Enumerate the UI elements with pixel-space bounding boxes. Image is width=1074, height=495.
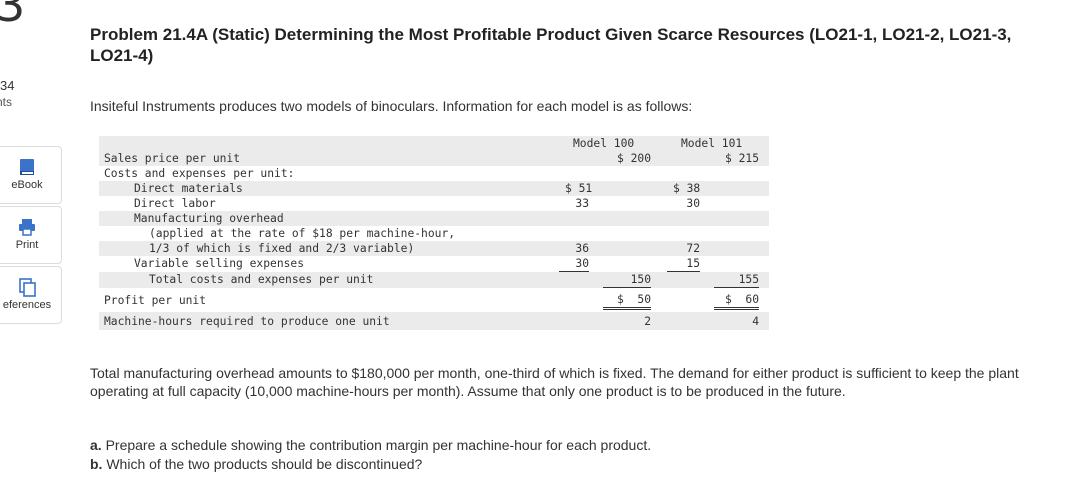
col-model-101: Model 101	[681, 137, 743, 150]
cell-value: 72	[686, 242, 700, 255]
problem-intro: Insiteful Instruments produces two model…	[90, 98, 693, 114]
question-b-letter: b.	[90, 456, 103, 472]
cell-value: $ 200	[616, 152, 651, 165]
problem-title: Problem 21.4A (Static) Determining the M…	[90, 25, 1012, 65]
cell-value: 33	[575, 197, 589, 210]
problem-paragraph: Total manufacturing overhead amounts to …	[90, 365, 1019, 399]
cell-value: 30	[686, 197, 700, 210]
table-row: Total costs and expenses per unit 150 15…	[99, 272, 769, 288]
cell-value: 36	[575, 242, 589, 255]
table-row: Costs and expenses per unit:	[99, 166, 769, 181]
row-label: Direct labor	[134, 197, 216, 210]
ebook-button[interactable]: eBook	[0, 146, 62, 204]
row-label: Machine-hours required to produce one un…	[104, 315, 390, 328]
printer-icon	[19, 219, 35, 236]
cell-value: 4	[752, 315, 759, 328]
cell-value: 2	[644, 315, 651, 328]
table-row: Manufacturing overhead	[99, 211, 769, 226]
table-row: Sales price per unit $ 200 $ 215	[99, 151, 769, 166]
row-label: Profit per unit	[104, 294, 207, 307]
question-b: b. Which of the two products should be d…	[90, 455, 651, 474]
print-label: Print	[15, 239, 39, 251]
cell-value: 155	[714, 272, 759, 288]
cell-value: 30	[559, 256, 589, 272]
table-row: Machine-hours required to produce one un…	[99, 312, 769, 330]
left-rail: 3 34 nts eBook Print eferences	[0, 0, 62, 495]
table-row: (applied at the rate of $18 per machine-…	[99, 226, 769, 241]
table-row: Variable selling expenses 30 15	[99, 256, 769, 272]
table-row: Profit per unit $ 50 $ 60	[99, 291, 769, 310]
row-label: Manufacturing overhead	[134, 212, 284, 225]
col-model-100: Model 100	[573, 137, 635, 150]
cell-value: $ 60	[714, 292, 759, 310]
print-button[interactable]: Print	[0, 206, 62, 264]
table-header-row: Model 100 Model 101	[99, 136, 769, 151]
cell-value: $ 51	[565, 182, 593, 195]
row-label: Direct materials	[134, 182, 243, 195]
references-label: eferences	[2, 299, 52, 311]
cell-value: 15	[667, 256, 700, 272]
row-label: (applied at the rate of $18 per machine-…	[149, 227, 456, 240]
cell-value: $ 38	[673, 182, 701, 195]
question-a-text: Prepare a schedule showing the contribut…	[105, 437, 652, 453]
points-label: nts	[0, 95, 13, 109]
table-row: Direct labor 33 30	[99, 196, 769, 211]
cell-value: 150	[603, 272, 651, 288]
table-row: 1/3 of which is fixed and 2/3 variable) …	[99, 241, 769, 256]
cell-value: $ 215	[724, 152, 759, 165]
question-b-text: Which of the two products should be disc…	[106, 456, 423, 472]
row-label: Costs and expenses per unit:	[104, 167, 295, 180]
row-label: Total costs and expenses per unit	[149, 273, 374, 286]
table-row: Direct materials $ 51 $ 38	[99, 181, 769, 196]
row-label: Variable selling expenses	[134, 257, 305, 270]
question-number: 3	[0, 0, 26, 32]
row-label: 1/3 of which is fixed and 2/3 variable)	[149, 242, 415, 255]
documents-icon	[19, 278, 36, 297]
question-a-letter: a.	[90, 437, 102, 453]
ebook-label: eBook	[11, 179, 43, 191]
question-a: a. Prepare a schedule showing the contri…	[90, 436, 651, 455]
questions: a. Prepare a schedule showing the contri…	[90, 436, 651, 474]
book-icon	[20, 159, 34, 175]
row-label: Sales price per unit	[104, 152, 241, 165]
cell-value: $ 50	[603, 292, 651, 310]
references-button[interactable]: eferences	[0, 266, 62, 324]
points-value: 34	[0, 78, 15, 93]
